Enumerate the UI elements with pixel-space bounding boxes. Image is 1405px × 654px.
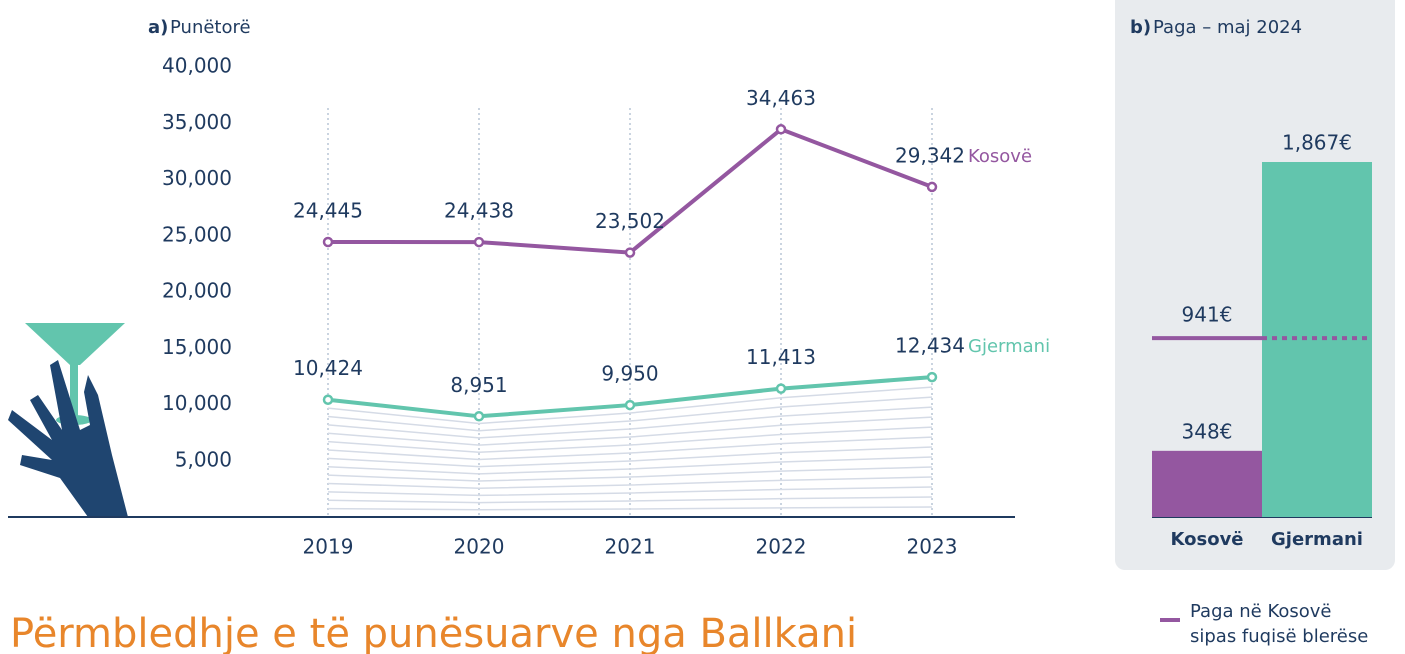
point (928, 373, 936, 381)
infographic: a) Punëtorë b) Paga – maj 2024 Paga në K… (0, 0, 1405, 654)
panel-label: b) (1130, 17, 1151, 38)
reference-label: 941€ (1182, 303, 1233, 327)
y-tick-label: 25,000 (162, 222, 232, 246)
point (324, 396, 332, 404)
data-label: 29,342 (895, 143, 965, 167)
x-tick-label: 2020 (454, 535, 505, 559)
point (626, 249, 634, 257)
x-tick-label: 2021 (605, 535, 656, 559)
chart-title: Paga – maj 2024 (1153, 17, 1302, 38)
x-tick-label: 2022 (756, 535, 807, 559)
data-label: 348€ (1182, 419, 1233, 443)
point (324, 238, 332, 246)
point (928, 183, 936, 191)
y-tick-label: 5,000 (175, 447, 232, 471)
page-heading: Përmbledhje e të punësuarve nga Ballkani (10, 611, 857, 654)
panel-label: a) (148, 17, 168, 38)
y-tick-label: 20,000 (162, 279, 232, 303)
point (626, 401, 634, 409)
hatch-line (328, 507, 932, 510)
legend-text: sipas fuqisë blerëse (1190, 626, 1368, 647)
data-label: 24,438 (444, 199, 514, 223)
data-label: 1,867€ (1282, 131, 1352, 155)
chart-title: Punëtorë (170, 17, 251, 38)
y-tick-label: 10,000 (162, 391, 232, 415)
point (475, 238, 483, 246)
data-label: 24,445 (293, 198, 363, 222)
legend-text: Paga në Kosovë (1190, 601, 1332, 622)
series-label: Kosovë (968, 146, 1032, 167)
data-label: 8,951 (450, 373, 507, 397)
x-tick-label: Kosovë (1170, 529, 1243, 550)
data-label: 34,463 (746, 86, 816, 110)
point (777, 125, 785, 133)
data-label: 11,413 (746, 345, 816, 369)
x-tick-label: Gjermani (1271, 529, 1363, 550)
data-label: 23,502 (595, 209, 665, 233)
point (777, 385, 785, 393)
bar (1152, 451, 1262, 517)
y-tick-label: 35,000 (162, 110, 232, 134)
y-tick-label: 40,000 (162, 54, 232, 78)
data-label: 10,424 (293, 356, 363, 380)
hand-illustration (8, 323, 128, 517)
x-tick-label: 2019 (303, 535, 354, 559)
x-tick-label: 2023 (907, 535, 958, 559)
point (475, 412, 483, 420)
data-label: 12,434 (895, 334, 965, 358)
y-tick-label: 15,000 (162, 335, 232, 359)
y-tick-label: 30,000 (162, 166, 232, 190)
series-label: Gjermani (968, 336, 1050, 357)
data-label: 9,950 (601, 362, 658, 386)
